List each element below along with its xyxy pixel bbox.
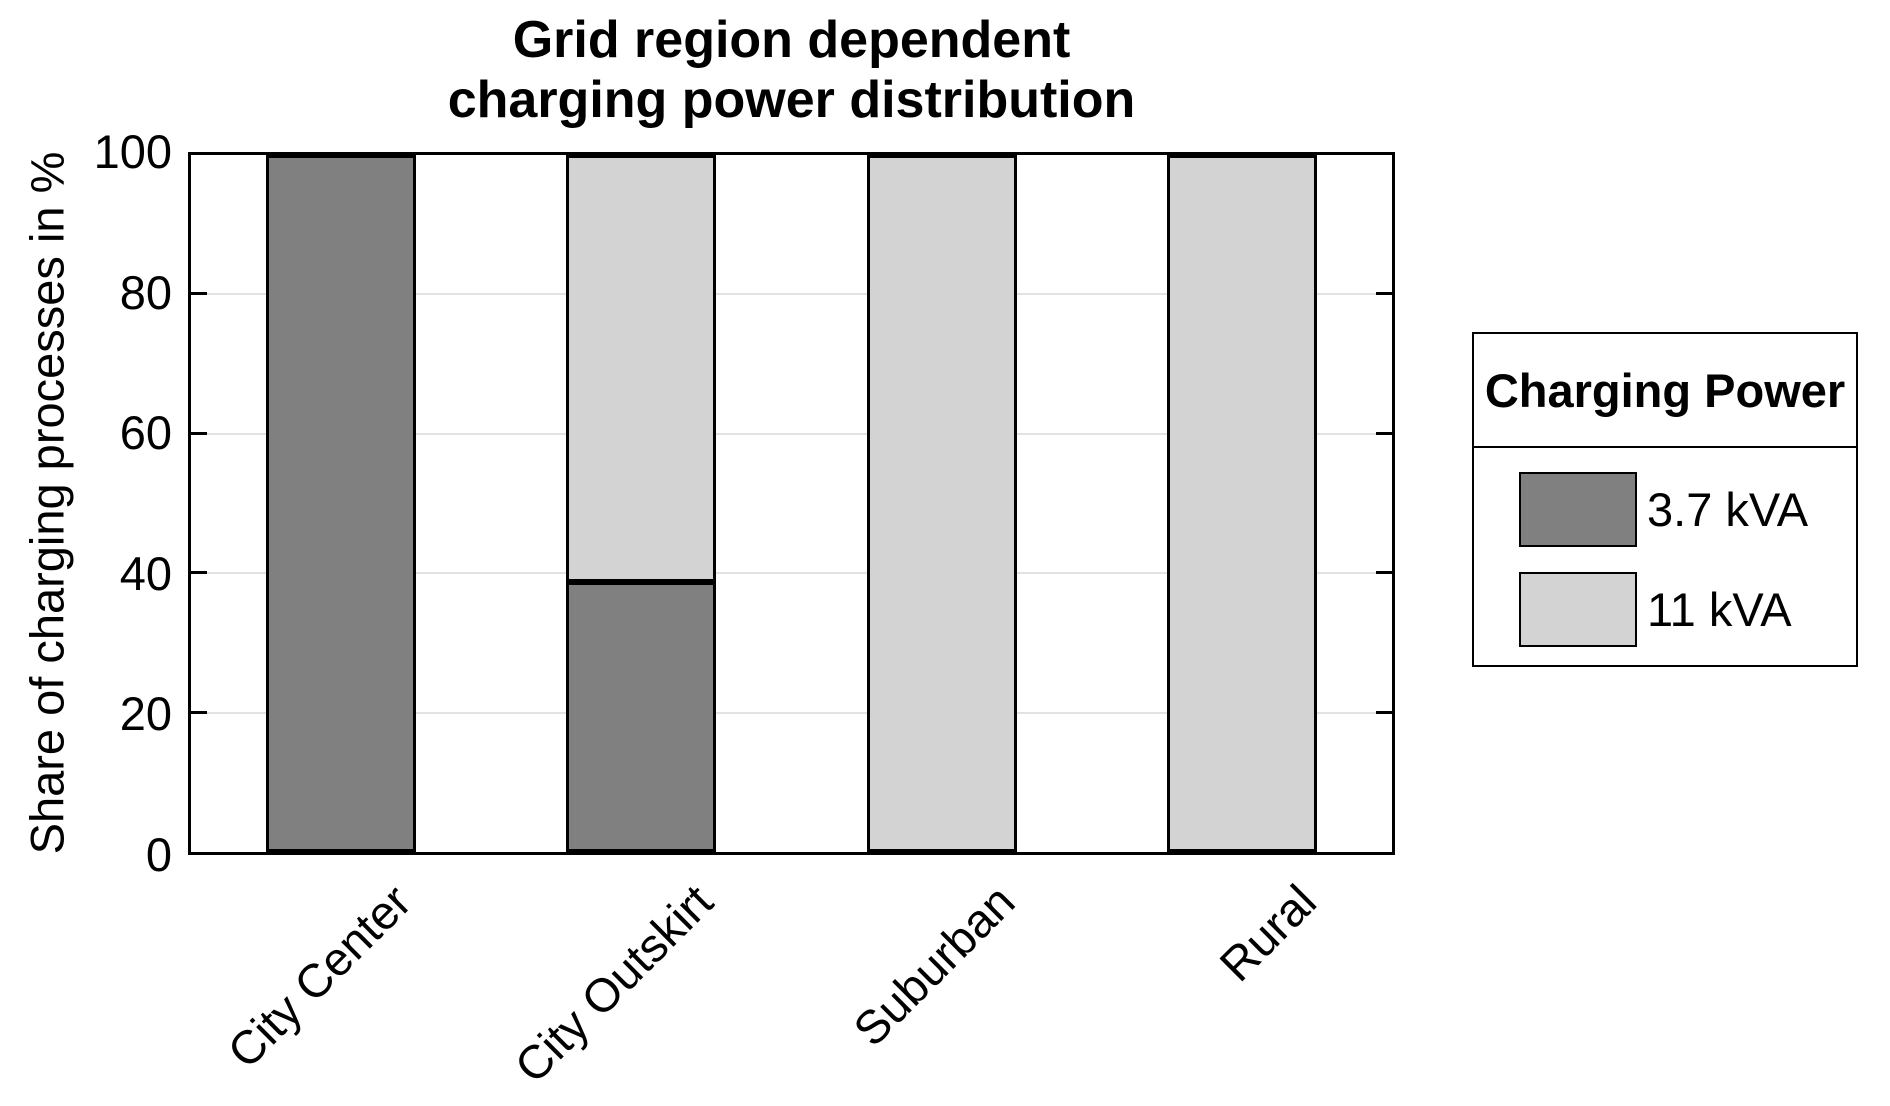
- x-tick-label: City Outskirt: [503, 874, 723, 1093]
- legend-entry-11-kva: 11 kVA: [1519, 572, 1792, 647]
- legend: Charging Power 3.7 kVA 11 kVA: [1472, 332, 1858, 667]
- legend-swatch: [1519, 572, 1637, 647]
- legend-label: 3.7 kVA: [1647, 483, 1809, 536]
- bar-city-center: [266, 155, 417, 852]
- y-tick-label: 100: [93, 125, 172, 178]
- x-tick-label: City Center: [216, 874, 421, 1078]
- y-tick-left: [191, 710, 207, 714]
- gridline: [191, 432, 1392, 435]
- bar-segment-11-kva: [1166, 155, 1317, 852]
- y-tick-right: [1376, 571, 1392, 575]
- x-tick-label: Rural: [1208, 874, 1326, 992]
- bar-city-outskirt: [566, 155, 717, 852]
- legend-label: 11 kVA: [1647, 583, 1792, 636]
- legend-swatch: [1519, 472, 1637, 547]
- y-tick-left: [191, 431, 207, 435]
- y-tick-right: [1376, 292, 1392, 296]
- gridline: [191, 572, 1392, 575]
- bar-suburban: [866, 155, 1017, 852]
- legend-title: Charging Power: [1474, 334, 1856, 448]
- bar-rural: [1166, 155, 1317, 852]
- bar-segment-11-kva: [866, 155, 1017, 852]
- gridline: [191, 711, 1392, 714]
- y-tick-label: 20: [119, 687, 172, 741]
- y-tick-left: [191, 292, 207, 296]
- bar-segment-11-kva: [566, 155, 717, 583]
- chart-title-line2: charging power distribution: [447, 71, 1136, 129]
- y-axis-label: Share of charging processes in %: [20, 151, 74, 855]
- y-tick-right: [1376, 710, 1392, 714]
- bar-segment-3-7-kva: [566, 582, 717, 852]
- chart-title-line1: Grid region dependent: [512, 11, 1071, 69]
- y-tick-label: 40: [119, 546, 172, 600]
- gridline: [191, 293, 1392, 296]
- plot-area: [188, 152, 1395, 855]
- y-tick-left: [191, 571, 207, 575]
- x-tick-label: Suburban: [842, 874, 1025, 1056]
- y-tick-label: 80: [119, 265, 172, 319]
- bar-segment-3-7-kva: [266, 155, 417, 852]
- y-tick-right: [1376, 431, 1392, 435]
- y-tick-label: 60: [119, 406, 172, 460]
- legend-entry-3-7-kva: 3.7 kVA: [1519, 472, 1808, 547]
- y-tick-label: 0: [145, 828, 172, 881]
